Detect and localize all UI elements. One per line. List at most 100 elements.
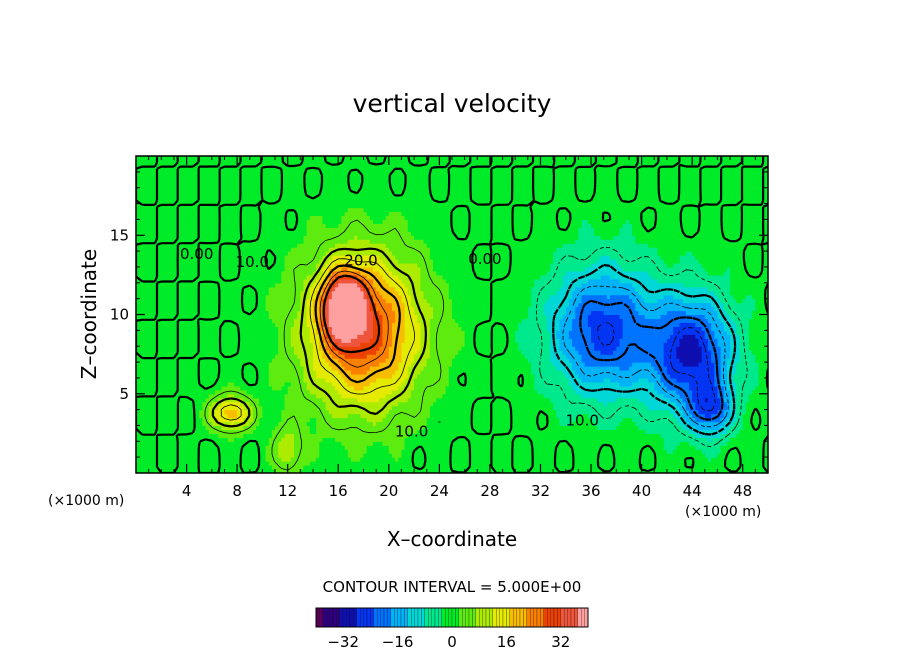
field-cell	[142, 255, 147, 260]
field-cell	[249, 350, 254, 355]
field-cell	[230, 429, 235, 434]
field-cell	[246, 421, 251, 427]
field-cell	[208, 266, 213, 272]
field-cell	[164, 290, 169, 296]
field-cell	[208, 433, 213, 438]
field-cell	[142, 251, 147, 256]
field-cell	[306, 290, 311, 296]
field-cell	[180, 306, 184, 312]
field-cell	[233, 215, 238, 220]
field-cell	[192, 457, 197, 462]
field-cell	[278, 274, 282, 280]
field-cell	[205, 175, 210, 181]
field-cell	[284, 239, 289, 244]
field-cell	[252, 251, 257, 256]
field-cell	[300, 270, 305, 276]
field-cell	[240, 453, 245, 458]
field-cell	[249, 421, 254, 427]
field-cell	[164, 175, 169, 181]
field-cell	[284, 310, 289, 316]
field-cell	[230, 183, 235, 189]
field-cell	[278, 417, 282, 423]
field-cell	[252, 278, 257, 284]
field-cell	[161, 294, 166, 300]
field-cell	[290, 298, 295, 304]
field-cell	[290, 389, 295, 395]
field-cell	[252, 191, 257, 197]
field-cell	[196, 381, 200, 387]
field-cell	[284, 338, 289, 343]
field-cell	[215, 175, 219, 181]
field-cell	[205, 251, 210, 256]
field-cell	[230, 405, 235, 411]
field-cell	[164, 274, 169, 280]
field-cell	[306, 449, 311, 454]
field-cell	[173, 310, 178, 316]
field-cell	[218, 417, 222, 423]
field-cell	[249, 219, 254, 224]
field-cell	[294, 346, 298, 351]
field-cell	[240, 397, 245, 403]
field-cell	[312, 437, 317, 442]
field-cell	[148, 156, 153, 161]
field-cell	[221, 449, 226, 454]
field-cell	[199, 318, 203, 324]
field-cell	[145, 469, 150, 473]
field-cell	[221, 239, 226, 244]
field-cell	[177, 239, 181, 244]
field-cell	[139, 203, 143, 209]
field-cell	[192, 207, 197, 213]
field-cell	[278, 449, 282, 454]
field-cell	[233, 373, 238, 379]
field-cell	[136, 223, 140, 228]
field-cell	[233, 369, 238, 375]
field-cell	[142, 377, 147, 383]
field-cell	[290, 445, 295, 450]
field-cell	[145, 235, 150, 240]
field-cell	[309, 274, 314, 280]
field-cell	[199, 251, 203, 256]
field-cell	[294, 441, 298, 446]
field-cell	[237, 171, 241, 177]
field-cell	[189, 342, 194, 347]
field-cell	[192, 445, 197, 450]
field-cell	[303, 389, 308, 395]
field-cell	[224, 373, 229, 379]
field-cell	[262, 156, 267, 161]
field-cell	[173, 163, 178, 169]
field-cell	[268, 389, 273, 395]
field-cell	[294, 405, 298, 411]
field-cell	[262, 179, 267, 185]
field-cell	[186, 294, 191, 300]
field-cell	[192, 262, 197, 268]
field-cell	[227, 239, 232, 244]
field-cell	[164, 429, 169, 434]
field-cell	[211, 433, 216, 438]
field-cell	[139, 282, 143, 288]
field-cell	[262, 219, 267, 224]
field-cell	[275, 381, 279, 387]
field-cell	[199, 429, 203, 434]
field-cell	[306, 310, 311, 316]
field-cell	[252, 211, 257, 217]
field-cell	[192, 231, 197, 236]
field-cell	[158, 266, 162, 272]
field-cell	[170, 401, 175, 407]
field-cell	[256, 278, 260, 284]
field-cell	[177, 231, 181, 236]
field-cell	[287, 203, 292, 209]
field-cell	[290, 417, 295, 423]
field-cell	[300, 243, 305, 248]
field-cell	[170, 322, 175, 327]
field-cell	[294, 338, 298, 343]
field-cell	[170, 187, 175, 193]
field-cell	[243, 211, 248, 217]
field-cell	[148, 381, 153, 387]
field-cell	[145, 310, 150, 316]
field-cell	[164, 441, 169, 446]
field-cell	[243, 156, 248, 161]
field-cell	[256, 215, 260, 220]
field-cell	[211, 231, 216, 236]
field-cell	[268, 207, 273, 213]
field-cell	[246, 449, 251, 454]
